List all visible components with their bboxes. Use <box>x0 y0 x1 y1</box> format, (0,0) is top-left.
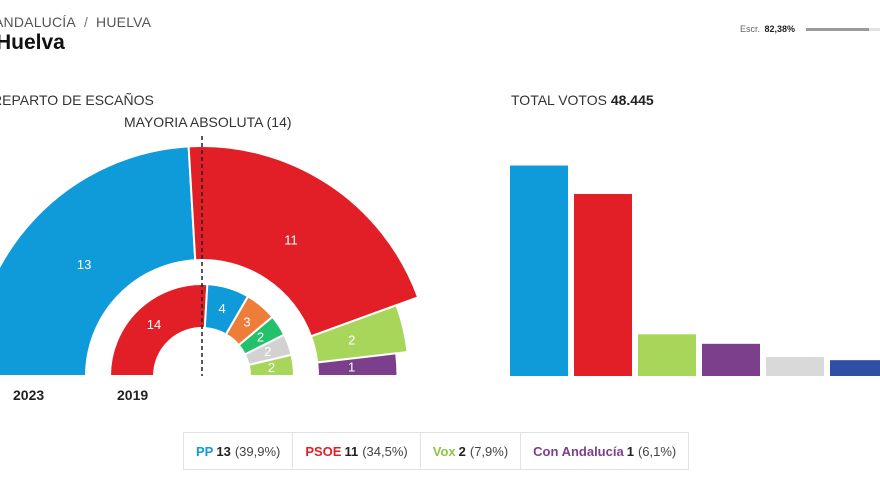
breadcrumb: ANDALUCÍA / HUELVA <box>0 14 151 30</box>
legend-pct: (39,9%) <box>234 443 281 459</box>
votes-heading-total: 48.445 <box>610 92 654 108</box>
votes-heading-label: TOTAL VOTOS <box>511 92 607 108</box>
votes-heading: TOTAL VOTOS 48.445 <box>511 92 654 108</box>
votes-bar-psoe[interactable] <box>574 194 632 376</box>
hemicycle-2023-seat-value-label: 11 <box>284 233 298 248</box>
votes-bar-vox[interactable] <box>638 334 696 376</box>
legend-item-vox[interactable]: Vox 2 (7,9%) <box>421 433 522 469</box>
hemicycle-2019-seat-value-label: 2 <box>264 344 271 359</box>
legend-pct: (34,5%) <box>362 443 408 459</box>
legend-seats: 11 <box>344 443 359 459</box>
hemicycle-2019-seat-segment-1[interactable] <box>108 283 209 377</box>
votes-bar-5[interactable] <box>766 357 824 376</box>
legend-seats: 2 <box>458 443 466 459</box>
legend-party-name: PSOE <box>305 443 342 459</box>
legend-item-con-andalucia[interactable]: Con Andalucía 1 (6,1%) <box>521 433 688 469</box>
scrutiny-status: Escr. 82,38% <box>740 24 795 34</box>
legend-party-name: Con Andalucía <box>533 443 624 459</box>
legend-party-name: Vox <box>432 443 456 459</box>
votes-bar-6[interactable] <box>830 360 880 376</box>
legend-seats: 13 <box>216 443 231 459</box>
hemicycle-2023-seat-value-label: 2 <box>348 333 355 348</box>
hemicycle-2019-seat-value-label: 14 <box>147 317 161 332</box>
breadcrumb-province-link[interactable]: HUELVA <box>96 14 152 30</box>
hemicycle-2019-seat-value-label: 2 <box>257 330 264 345</box>
legend-item-pp[interactable]: PP 13 (39,9%) <box>184 433 294 469</box>
breadcrumb-region-link[interactable]: ANDALUCÍA <box>0 14 76 30</box>
year-2019-label: 2019 <box>117 387 149 403</box>
hemicycle-2023-seat-value-label: 1 <box>348 359 355 374</box>
legend-pct: (7,9%) <box>469 443 509 459</box>
legend-seats: 1 <box>626 443 634 459</box>
hemicycle-2023-seat-value-label: 13 <box>77 257 91 272</box>
party-legend: PP 13 (39,9%) PSOE 11 (34,5%) Vox 2 (7,9… <box>183 432 690 470</box>
legend-party-name: PP <box>196 443 214 459</box>
hemicycle-2023-seat-segment-pp[interactable] <box>0 145 197 377</box>
scrutiny-progress-fill <box>806 28 869 31</box>
hemicycle-2023-seat-segment-con-andalucia[interactable] <box>316 352 399 377</box>
hemicycle-2023-seat-segment-psoe[interactable] <box>187 145 420 338</box>
scrutiny-value: 82,38% <box>764 24 796 34</box>
breadcrumb-separator: / <box>83 14 89 30</box>
scrutiny-progress-bar <box>806 28 880 31</box>
seats-heading: REPARTO DE ESCAÑOS <box>0 92 154 108</box>
year-2023-label: 2023 <box>13 387 45 403</box>
hemicycle-2019-seat-segment-6[interactable] <box>247 353 296 377</box>
majority-label: MAYORIA ABSOLUTA (14) <box>124 114 292 130</box>
votes-bar-pp[interactable] <box>510 165 568 376</box>
hemicycle-2019-seat-value-label: 3 <box>243 314 250 329</box>
hemicycle-2019-seat-value-label: 4 <box>218 301 225 316</box>
page-title: Huelva <box>0 31 65 54</box>
legend-item-psoe[interactable]: PSOE 11 (34,5%) <box>293 433 421 469</box>
votes-bar-con-andalucia[interactable] <box>702 343 760 376</box>
legend-pct: (6,1%) <box>637 443 677 459</box>
hemicycle-2019-seat-value-label: 2 <box>268 360 275 375</box>
scrutiny-label: Escr. <box>740 24 761 34</box>
